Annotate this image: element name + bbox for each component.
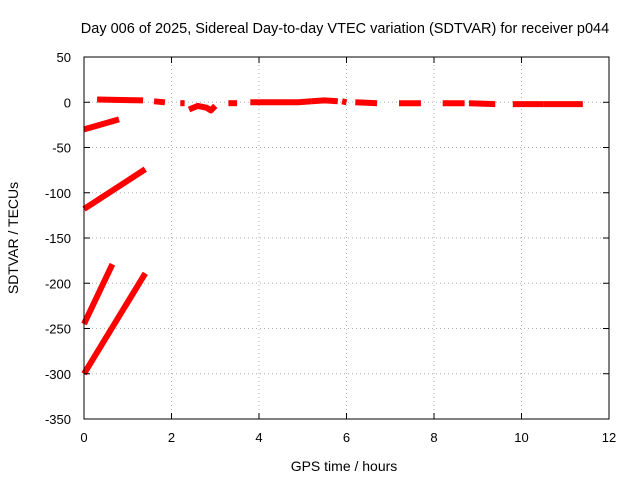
x-tick-label: 6	[343, 430, 350, 445]
series-5	[81, 271, 148, 376]
series-segment	[82, 166, 147, 212]
y-tick-label: -350	[45, 412, 71, 427]
series-segment	[81, 262, 116, 326]
y-tick-label: -250	[45, 322, 71, 337]
y-tick-label: 50	[57, 50, 71, 65]
series-segment	[81, 271, 148, 376]
ticks: 0 2 4 6 8 10 12 50 0 -50 -100 -150 -200 -250 -300 -350	[45, 50, 616, 445]
y-tick-label: -300	[45, 367, 71, 382]
y-tick-label: -100	[45, 186, 71, 201]
series-segment	[341, 98, 348, 106]
series-segment	[311, 97, 339, 105]
series-1	[97, 96, 583, 114]
series-4	[81, 262, 116, 326]
chart-title: Day 006 of 2025, Sidereal Day-to-day VTE…	[81, 21, 609, 37]
x-tick-label: 2	[168, 430, 175, 445]
series-3	[82, 166, 147, 212]
series-segment	[153, 98, 166, 106]
x-tick-label: 8	[430, 430, 437, 445]
series-segment	[355, 99, 378, 107]
x-tick-label: 0	[80, 430, 87, 445]
y-tick-label: -150	[45, 231, 71, 246]
y-tick-label: -200	[45, 276, 71, 291]
series-segment	[468, 100, 496, 108]
x-axis-title: GPS time / hours	[291, 458, 398, 474]
series-2	[83, 116, 120, 133]
data-layer	[81, 96, 583, 376]
y-tick-label: -50	[52, 141, 71, 156]
x-tick-label: 10	[514, 430, 528, 445]
x-tick-label: 12	[602, 430, 616, 445]
series-segment	[250, 98, 312, 106]
series-segment	[97, 96, 144, 104]
y-tick-label: 0	[64, 95, 71, 110]
x-tick-label: 4	[255, 430, 262, 445]
series-segment	[83, 116, 120, 133]
grid	[84, 57, 609, 419]
y-axis-title: SDTVAR / TECUs	[5, 182, 21, 294]
series-segment	[187, 102, 218, 114]
